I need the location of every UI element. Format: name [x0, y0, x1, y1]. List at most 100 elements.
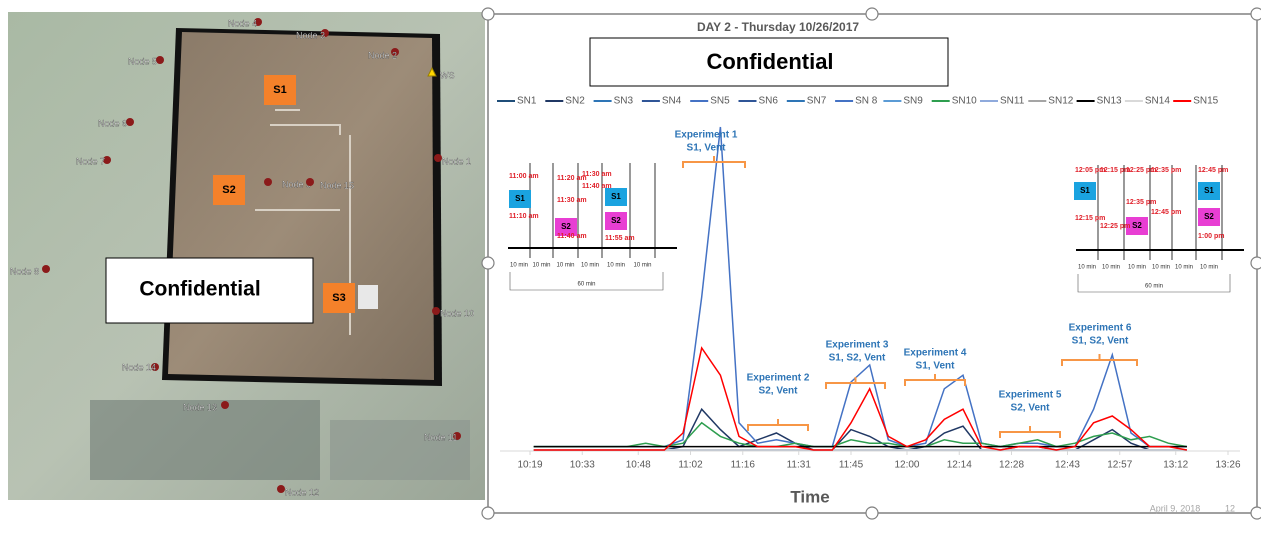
- inset-time: 1:00 pm: [1198, 233, 1224, 240]
- x-axis-label: Time: [790, 487, 829, 506]
- node-label: Node 8: [10, 266, 39, 276]
- annotation: S1, S2, Vent: [829, 353, 886, 364]
- x-tick-label: 13:12: [1163, 460, 1188, 471]
- inset-total: 60 min: [1145, 284, 1163, 290]
- confidential-label: Confidential: [706, 49, 833, 74]
- inset-duration: 10 min: [532, 263, 550, 269]
- inset-box-label: S2: [611, 216, 621, 225]
- annotation: Experiment 4: [904, 348, 967, 359]
- node-dot: [432, 307, 440, 315]
- annotation: Experiment 5: [999, 390, 1062, 401]
- node-dot: [42, 265, 50, 273]
- inset-box-label: S1: [1080, 186, 1090, 195]
- handle: [482, 257, 494, 269]
- inset-duration: 10 min: [1102, 265, 1120, 271]
- node-label: Node 6: [98, 118, 127, 128]
- inset-duration: 10 min: [1152, 265, 1170, 271]
- legend-label: SN1: [517, 96, 537, 107]
- inset-box-label: S1: [1204, 186, 1214, 195]
- x-tick-label: 11:16: [731, 460, 756, 471]
- node-label: Node 4: [228, 18, 257, 28]
- page: { "map": { "nodes": ["Node 4","Node 3","…: [0, 0, 1261, 545]
- x-tick-label: 12:00: [894, 460, 919, 471]
- x-tick-label: 12:14: [947, 460, 972, 471]
- inset-box-label: S2: [561, 222, 571, 231]
- handle: [1251, 507, 1261, 519]
- inset-time: 12:45 pm: [1198, 167, 1228, 174]
- handle: [1251, 8, 1261, 20]
- source-label: S3: [332, 292, 345, 304]
- inset-total: 60 min: [577, 282, 595, 288]
- legend-label: SN5: [710, 96, 730, 107]
- legend-label: SN7: [807, 96, 827, 107]
- handle: [482, 8, 494, 20]
- node-label: WS: [440, 70, 455, 80]
- node-dot: [434, 154, 442, 162]
- annotation: Experiment 2: [747, 373, 810, 384]
- inset-time: 12:15 pm: [1075, 215, 1105, 222]
- legend-label: SN15: [1193, 96, 1218, 107]
- inset-duration: 10 min: [556, 263, 574, 269]
- inset-duration: 10 min: [510, 263, 528, 269]
- legend-label: SN2: [565, 96, 585, 107]
- node-dot: [221, 401, 229, 409]
- legend-label: SN6: [759, 96, 779, 107]
- node-label: Node 5: [128, 56, 157, 66]
- node-label: Node 10: [440, 308, 474, 318]
- legend-label: SN10: [952, 96, 977, 107]
- inset-box-label: S2: [1204, 212, 1214, 221]
- inset-box-label: S1: [611, 192, 621, 201]
- annotation: S1, Vent: [916, 361, 956, 372]
- node-label: Node 13: [183, 402, 217, 412]
- source-label: S2: [222, 184, 235, 196]
- annotation: Experiment 6: [1069, 323, 1132, 334]
- inset-duration: 10 min: [1128, 265, 1146, 271]
- x-tick-label: 11:02: [678, 460, 703, 471]
- footer-date: April 9, 2018: [1150, 503, 1201, 513]
- x-tick-label: 13:26: [1215, 460, 1240, 471]
- inset-duration: 10 min: [607, 263, 625, 269]
- node-label: Node 2: [368, 50, 397, 60]
- node-label: Node 15: [320, 180, 354, 190]
- inset-time: 11:30 am: [557, 197, 587, 204]
- legend-label: SN4: [662, 96, 682, 107]
- inset-time: 11:40 am: [557, 233, 587, 240]
- inset-time: 12:35 pm: [1151, 167, 1181, 174]
- legend-label: SN11: [1000, 96, 1025, 107]
- x-tick-label: 11:45: [839, 460, 864, 471]
- confidential-label: Confidential: [139, 278, 260, 301]
- node-label: Node 11: [424, 432, 457, 442]
- annotation: S2, Vent: [759, 386, 799, 397]
- footer-page: 12: [1225, 503, 1235, 513]
- source-label: S1: [273, 84, 286, 96]
- x-tick-label: 11:31: [787, 460, 812, 471]
- inset-duration: 10 min: [633, 263, 651, 269]
- node-label: Node 7: [76, 156, 105, 166]
- legend-label: SN14: [1145, 96, 1170, 107]
- inset-time: 11:40 am: [582, 183, 612, 190]
- node-label: Node 1: [442, 156, 471, 166]
- x-tick-label: 12:57: [1107, 460, 1132, 471]
- inset-time: 12:25 pm: [1100, 223, 1130, 230]
- handle: [866, 8, 878, 20]
- handle: [482, 507, 494, 519]
- x-tick-label: 10:48: [626, 460, 651, 471]
- building: [330, 420, 470, 480]
- inset-box-label: S2: [1132, 221, 1142, 230]
- inset-duration: 10 min: [1200, 265, 1218, 271]
- legend-label: SN3: [614, 96, 634, 107]
- node-label: Node 12: [285, 487, 319, 497]
- x-tick-label: 12:43: [1055, 460, 1080, 471]
- legend-label: SN9: [903, 96, 923, 107]
- node-dot: [277, 485, 285, 493]
- annotation: Experiment 1: [675, 130, 738, 141]
- inset-box-label: S1: [515, 194, 525, 203]
- inset-time: 11:55 am: [605, 235, 635, 242]
- node-dot: [156, 56, 164, 64]
- aerial-photo: [168, 32, 434, 380]
- x-tick-label: 10:19: [517, 460, 542, 471]
- inset-duration: 10 min: [1078, 265, 1096, 271]
- inset-duration: 10 min: [1175, 265, 1193, 271]
- legend-label: SN12: [1048, 96, 1073, 107]
- inset-duration: 10 min: [581, 263, 599, 269]
